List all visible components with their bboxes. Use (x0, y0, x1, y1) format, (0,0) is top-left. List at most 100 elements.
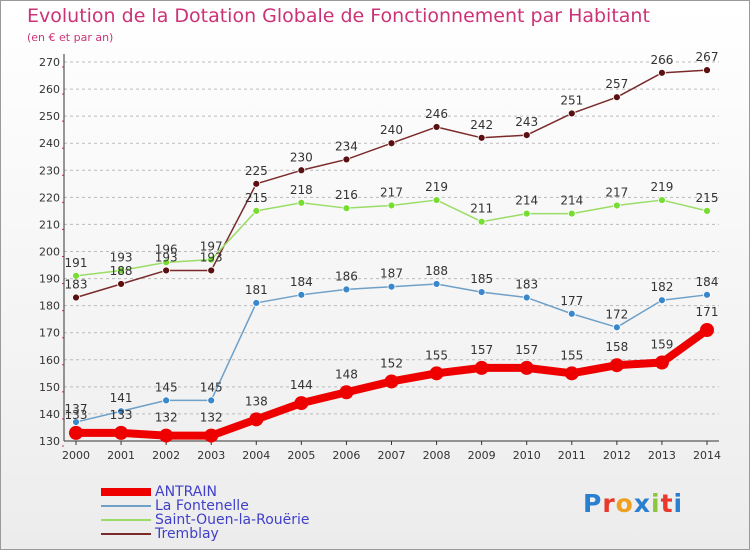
data-label-la-fontenelle: 183 (515, 278, 538, 292)
data-label-antrain: 155 (560, 348, 583, 362)
x-tick-label: 2006 (332, 449, 360, 462)
x-tick-label: 2013 (648, 449, 676, 462)
data-point-antrain (700, 323, 714, 338)
data-point-tremblay (477, 133, 486, 142)
data-label-antrain: 157 (470, 343, 493, 357)
x-tick-label: 2014 (693, 449, 721, 462)
data-label-saint-ouen-la-rou-rie: 217 (605, 185, 628, 199)
proxiti-logo: Proxiti (583, 489, 683, 518)
legend-swatch-saint-ouen (101, 519, 151, 521)
x-tick-label: 2009 (468, 449, 496, 462)
data-label-antrain: 158 (605, 340, 628, 354)
logo-letter: x (633, 489, 651, 518)
x-tick-label: 2002 (152, 449, 180, 462)
legend-label-la-fontenelle: La Fontenelle (155, 498, 249, 514)
x-tick-label: 2012 (603, 449, 631, 462)
data-label-saint-ouen-la-rou-rie: 197 (200, 240, 223, 254)
series-line-saint-ouen-la-rou-rie (75, 199, 708, 277)
data-point-tremblay (612, 93, 621, 102)
data-point-tremblay (162, 266, 171, 275)
data-point-saint-ouen-la-rou-rie (522, 209, 531, 218)
data-point-saint-ouen-la-rou-rie (72, 271, 80, 280)
data-label-saint-ouen-la-rou-rie: 219 (650, 180, 673, 194)
y-tick-label: 190 (39, 273, 60, 286)
data-point-antrain (69, 425, 83, 440)
data-label-tremblay: 193 (200, 250, 223, 264)
data-label-la-fontenelle: 141 (110, 391, 133, 405)
data-label-antrain: 138 (245, 394, 268, 408)
data-label-tremblay: 251 (560, 93, 583, 107)
data-label-tremblay: 240 (380, 123, 403, 137)
logo-letter: i (651, 489, 661, 518)
y-tick-label: 270 (39, 56, 60, 69)
x-tick-label: 2000 (62, 449, 90, 462)
data-point-antrain (474, 360, 489, 375)
data-label-saint-ouen-la-rou-rie: 191 (65, 256, 88, 270)
data-point-antrain (519, 360, 534, 375)
data-point-la-fontenelle (297, 290, 306, 299)
data-point-tremblay (522, 131, 531, 139)
data-label-saint-ouen-la-rou-rie: 219 (425, 180, 448, 194)
data-label-antrain: 152 (380, 356, 403, 370)
data-label-la-fontenelle: 186 (335, 269, 358, 283)
legend-swatch-la-fontenelle (101, 505, 151, 507)
data-label-la-fontenelle: 177 (560, 294, 583, 308)
data-point-antrain (339, 385, 354, 400)
chart-subtitle: (en € et par an) (27, 31, 114, 44)
data-label-tremblay: 267 (696, 50, 719, 64)
data-label-la-fontenelle: 145 (200, 380, 223, 394)
data-label-antrain: 144 (290, 378, 313, 392)
data-label-la-fontenelle: 181 (245, 283, 268, 297)
data-label-tremblay: 266 (650, 53, 673, 67)
data-point-la-fontenelle (703, 290, 711, 299)
y-tick-label: 170 (39, 327, 60, 340)
data-label-tremblay: 243 (515, 115, 538, 129)
data-point-la-fontenelle (658, 296, 666, 305)
data-label-la-fontenelle: 137 (65, 402, 88, 416)
data-point-saint-ouen-la-rou-rie (432, 196, 441, 204)
data-label-saint-ouen-la-rou-rie: 215 (245, 191, 268, 205)
y-tick-label: 250 (39, 110, 60, 123)
data-point-antrain (249, 412, 264, 427)
data-point-la-fontenelle (387, 282, 396, 291)
data-point-saint-ouen-la-rou-rie (567, 209, 576, 218)
x-tick-label: 2010 (513, 449, 541, 462)
data-point-la-fontenelle (522, 293, 531, 302)
logo-letter: i (673, 489, 684, 518)
y-tick-label: 230 (39, 164, 60, 177)
data-label-antrain: 159 (650, 337, 673, 351)
data-label-antrain: 171 (696, 305, 719, 319)
data-label-la-fontenelle: 184 (290, 275, 313, 289)
data-label-tremblay: 188 (110, 264, 133, 278)
data-label-antrain: 133 (110, 408, 133, 422)
data-point-saint-ouen-la-rou-rie (658, 196, 666, 204)
data-point-antrain (114, 425, 129, 440)
data-point-saint-ouen-la-rou-rie (117, 266, 125, 275)
y-tick-label: 240 (39, 137, 60, 150)
y-tick-label: 130 (39, 435, 60, 448)
data-point-antrain (609, 358, 624, 373)
legend-label-antrain: ANTRAIN (155, 484, 217, 500)
data-point-saint-ouen-la-rou-rie (387, 201, 396, 210)
data-label-antrain: 155 (425, 348, 448, 362)
data-point-saint-ouen-la-rou-rie (207, 255, 216, 264)
data-label-la-fontenelle: 184 (696, 275, 719, 289)
data-label-tremblay: 225 (245, 164, 268, 178)
data-label-la-fontenelle: 188 (425, 264, 448, 278)
data-label-antrain: 132 (155, 411, 178, 425)
data-point-tremblay (252, 179, 261, 188)
data-label-saint-ouen-la-rou-rie: 215 (696, 191, 719, 205)
data-label-antrain: 148 (335, 367, 358, 381)
data-point-la-fontenelle (477, 288, 486, 297)
data-point-saint-ouen-la-rou-rie (297, 198, 306, 207)
data-label-saint-ouen-la-rou-rie: 214 (515, 194, 538, 208)
data-label-tremblay: 246 (425, 107, 448, 121)
data-label-saint-ouen-la-rou-rie: 211 (470, 202, 493, 216)
data-label-antrain: 132 (200, 411, 223, 425)
data-point-la-fontenelle (117, 407, 125, 416)
data-point-antrain (654, 355, 669, 370)
y-tick-label: 180 (39, 300, 60, 313)
legend-swatch-tremblay (101, 533, 151, 535)
